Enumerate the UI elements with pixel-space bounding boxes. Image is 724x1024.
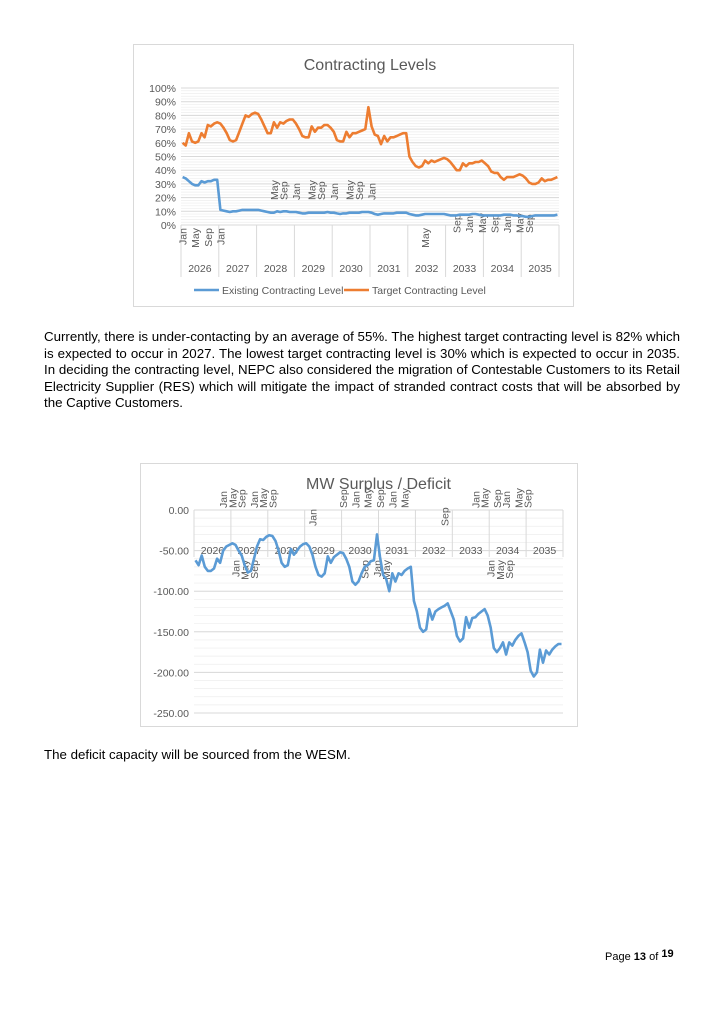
x-month-label: May [363, 487, 375, 508]
y-tick-label: 100% [149, 83, 176, 95]
x-year-label: 2026 [188, 263, 212, 275]
x-month-label: May [258, 487, 270, 508]
page-of: of [649, 951, 659, 963]
y-tick-label: 10% [155, 206, 176, 218]
legend-label: Target Contracting Level [372, 285, 486, 297]
x-month-label: Jan [215, 228, 227, 245]
x-month-label: Jan [329, 183, 341, 200]
y-tick-label: 90% [155, 97, 176, 109]
x-month-label: Jan [231, 560, 243, 577]
y-tick-label: -150.00 [153, 627, 189, 639]
paragraph-deficit: The deficit capacity will be sourced fro… [44, 747, 351, 762]
y-tick-label: -200.00 [153, 667, 189, 679]
x-month-label: Sep [267, 489, 279, 508]
y-tick-label: 0.00 [169, 505, 190, 517]
x-month-label: May [400, 487, 412, 508]
x-month-label: Sep [489, 214, 501, 233]
x-month-label: May [513, 487, 525, 508]
x-month-label: Jan [350, 491, 362, 508]
x-year-label: 2035 [533, 545, 557, 557]
page-footer: Page 13 of 19 [605, 948, 674, 963]
x-month-label: Sep [504, 560, 516, 579]
x-month-label: Jan [307, 509, 319, 526]
y-tick-label: 80% [155, 110, 176, 122]
x-month-label: May [269, 179, 281, 200]
x-year-label: 2026 [201, 545, 225, 557]
x-month-label: Jan [291, 183, 303, 200]
x-month-label: Jan [367, 183, 379, 200]
page-total: 19 [661, 948, 674, 960]
x-month-label: May [307, 179, 319, 200]
page-label: Page [605, 951, 631, 963]
x-year-label: 2034 [491, 263, 515, 275]
x-year-label: 2033 [459, 545, 483, 557]
y-tick-label: 20% [155, 193, 176, 205]
x-month-label: Jan [502, 216, 514, 233]
x-month-label: May [480, 487, 492, 508]
x-month-label: Sep [452, 214, 464, 233]
x-month-label: Jan [387, 491, 399, 508]
contracting-levels-svg: Contracting Levels 0% 10%20% 30% 40%50% 60% 70… [149, 57, 560, 297]
x-month-label: Sep [524, 214, 536, 233]
x-month-label: May [420, 227, 432, 248]
contracting-levels-chart: Contracting Levels 0% 10% 20% 30% 40% 50% 60% 70… [133, 44, 574, 307]
x-year-label: 2032 [415, 263, 439, 275]
x-year-label: 2035 [528, 263, 552, 275]
page-current: 13 [633, 951, 647, 963]
y-tick-label: 60% [155, 138, 176, 150]
x-year-label: 2030 [348, 545, 372, 557]
x-month-label: Sep [237, 489, 249, 508]
x-year-label: 2031 [377, 263, 401, 275]
y-tick-label: 0% [161, 220, 176, 232]
y-tick-label: -100.00 [153, 586, 189, 598]
x-year-label: 2028 [264, 263, 288, 275]
paragraph-contracting: Currently, there is under-contacting by … [44, 329, 680, 410]
x-month-label: May [190, 227, 202, 248]
y-tick-label: -50.00 [159, 546, 189, 558]
x-month-label: Jan [249, 491, 261, 508]
x-month-label: May [227, 487, 239, 508]
mw-surplus-deficit-chart: MW Surplus / Deficit 0.00 -50.00 -100.00 -15… [140, 463, 578, 727]
y-tick-label: 30% [155, 179, 176, 191]
series-line-1 [181, 105, 558, 186]
mw-surplus-deficit-svg: MW Surplus / Deficit 0.00 -50.00 -100.00 -15… [153, 476, 564, 720]
series-line-0 [182, 175, 558, 219]
x-year-label: 2029 [302, 263, 326, 275]
x-month-label: Jan [486, 560, 498, 577]
x-month-label: May [477, 212, 489, 233]
x-month-label: Jan [218, 491, 230, 508]
x-month-label: Sep [354, 181, 366, 200]
x-month-label: Sep [440, 507, 452, 526]
chart-title: Contracting Levels [304, 57, 437, 74]
legend-label: Existing Contracting Level [222, 285, 343, 297]
y-tick-label: 40% [155, 165, 176, 177]
x-month-label: Jan [464, 216, 476, 233]
x-month-label: Sep [523, 489, 535, 508]
x-month-label: Sep [375, 489, 387, 508]
x-month-label: Sep [492, 489, 504, 508]
x-year-label: 2030 [339, 263, 363, 275]
x-month-label: Jan [501, 491, 513, 508]
x-month-label: Sep [338, 489, 350, 508]
x-year-label: 2029 [311, 545, 335, 557]
x-month-label: Sep [278, 181, 290, 200]
x-month-label: Jan [470, 491, 482, 508]
x-month-label: Jan [178, 228, 190, 245]
y-tick-label: -250.00 [153, 708, 189, 720]
x-year-label: 2032 [422, 545, 446, 557]
x-year-label: 2027 [226, 263, 250, 275]
x-month-label: Sep [203, 228, 215, 247]
y-tick-label: 70% [155, 124, 176, 136]
x-month-label: May [345, 179, 357, 200]
x-month-label: Sep [316, 181, 328, 200]
x-year-label: 2034 [496, 545, 520, 557]
x-month-label: May [495, 559, 507, 580]
x-year-label: 2031 [385, 545, 409, 557]
chart-title: MW Surplus / Deficit [306, 476, 451, 493]
series-line-0 [194, 533, 562, 678]
y-tick-label: 50% [155, 152, 176, 164]
x-year-label: 2033 [453, 263, 477, 275]
